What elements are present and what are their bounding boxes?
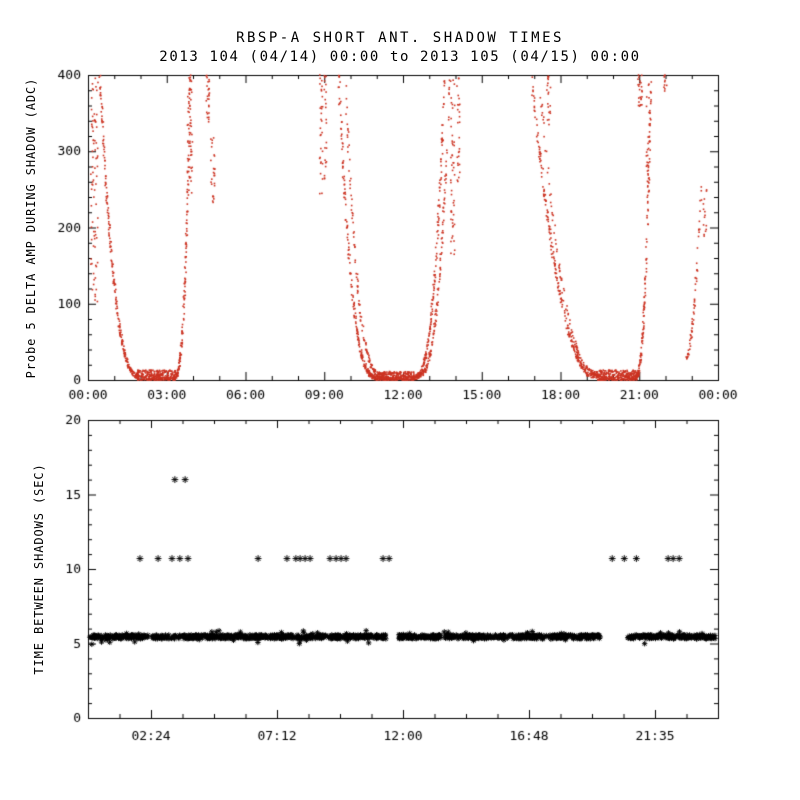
top-panel-y-axis-label: Probe 5 DELTA AMP DURING SHADOW (ADC) [24, 77, 38, 379]
chart-subtitle: 2013 104 (04/14) 00:00 to 2013 105 (04/1… [159, 49, 641, 65]
bottom-panel-y-axis-label: TIME BETWEEN SHADOWS (SEC) [32, 463, 46, 675]
chart-title: RBSP-A SHORT ANT. SHADOW TIMES [236, 30, 564, 46]
